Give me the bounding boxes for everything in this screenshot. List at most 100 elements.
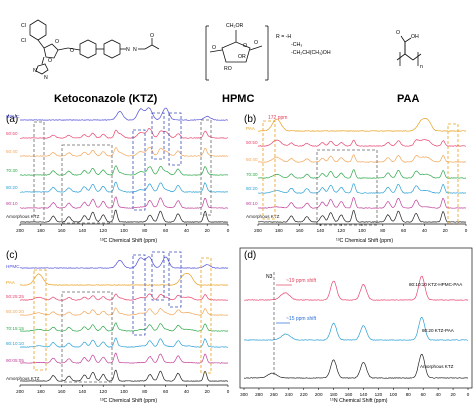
series-label: 50:50 bbox=[246, 140, 258, 145]
kt-atom: N bbox=[133, 47, 137, 53]
x-tick-label: 240 bbox=[285, 392, 293, 397]
series-label: 80:10:10 bbox=[6, 341, 24, 346]
panel-d-shift-19: ~19 ppm shift bbox=[286, 278, 317, 284]
panel-b-traces bbox=[257, 117, 467, 223]
panel-c-series-labels: HPMC PAA 50:25:25 60:20:20 70:15:15 80:1… bbox=[6, 264, 40, 381]
hpmc-atom: OR bbox=[238, 54, 246, 60]
hpmc-atom: CH₂OR bbox=[226, 23, 244, 29]
x-tick-label: 40 bbox=[422, 228, 428, 233]
spectrum-line bbox=[257, 117, 467, 132]
series-label: 80:10:10 KTZ-HPMC-PAA bbox=[409, 282, 463, 287]
kt-atom: O bbox=[48, 58, 52, 64]
x-tick-label: 20 bbox=[451, 392, 457, 397]
structure-ketoconazole-atoms: Cl Cl N N N O O O N O bbox=[21, 23, 154, 81]
spectrum-line bbox=[258, 210, 467, 223]
x-tick-label: 60 bbox=[163, 389, 169, 394]
spectrum-line bbox=[257, 197, 467, 209]
spectrum-line bbox=[258, 169, 467, 179]
hpmc-r-group: -CH₂CH(CH₃)OH bbox=[291, 50, 331, 56]
structure-hpmc-atoms: CH₂OR O OR RO O O R = -H -CH₃ -CH₂CH(CH₃… bbox=[212, 23, 331, 72]
x-tick-label: 120 bbox=[99, 228, 107, 233]
x-tick-label: 180 bbox=[37, 228, 45, 233]
spectrum-line bbox=[19, 293, 229, 301]
spectrum-line bbox=[257, 139, 466, 147]
x-tick-label: 220 bbox=[300, 392, 308, 397]
x-tick-label: 80 bbox=[142, 228, 148, 233]
x-tick-label: 300 bbox=[240, 392, 248, 397]
x-tick-label: 160 bbox=[345, 392, 353, 397]
series-label: 80:20 KTZ-PAA bbox=[422, 328, 455, 333]
spectrum-line bbox=[20, 337, 229, 348]
panel-b-boxes bbox=[262, 120, 459, 226]
series-label: PAA bbox=[246, 126, 256, 131]
kt-atom: N bbox=[44, 75, 48, 81]
panel-b-172ppm: 172 ppm bbox=[268, 115, 287, 121]
series-label: 70:15:15 bbox=[6, 326, 24, 331]
series-label: Amorphous KTZ bbox=[6, 376, 40, 381]
x-tick-label: 200 bbox=[16, 228, 24, 233]
x-tick-label: 80 bbox=[142, 389, 148, 394]
series-label: 70:30 bbox=[6, 168, 18, 173]
x-tick-label: 260 bbox=[270, 392, 278, 397]
panel-d-letter: (d) bbox=[244, 250, 256, 261]
spectrum-line bbox=[20, 128, 228, 139]
hpmc-atom: O bbox=[254, 40, 258, 46]
x-tick-label: 160 bbox=[58, 389, 66, 394]
hpmc-atom: RO bbox=[224, 66, 232, 72]
panel-b-series-labels: PAA 50:50 60:40 70:30 80:20 90:10 Amorph… bbox=[246, 126, 280, 219]
series-label: 90:05:05 bbox=[6, 358, 24, 363]
series-label: 50:25:25 bbox=[6, 294, 24, 299]
spectrum-line bbox=[19, 256, 229, 269]
panel-a-series-labels: HPMC 50:50 60:40 70:30 80:20 90:10 Amorp… bbox=[6, 114, 40, 219]
panel-d-frame bbox=[239, 247, 473, 389]
panel-a-boxes bbox=[33, 112, 212, 224]
hpmc-atom: O bbox=[212, 45, 216, 51]
hpmc-atom: O bbox=[243, 43, 247, 49]
compound-name-paa: PAA bbox=[397, 93, 419, 105]
x-tick-label: 40 bbox=[184, 228, 190, 233]
spectrum-line bbox=[19, 322, 229, 332]
structure-ketoconazole bbox=[29, 19, 160, 75]
hpmc-r-group: -CH₃ bbox=[291, 42, 302, 48]
structure-paa bbox=[396, 35, 422, 66]
x-tick-label: 0 bbox=[227, 389, 230, 394]
spectrum-line bbox=[257, 183, 467, 194]
x-tick-label: 280 bbox=[255, 392, 263, 397]
compound-name-ketoconazole: Ketoconazole (KTZ) bbox=[54, 93, 158, 105]
panel-d-ticks: 300 280 260 240 220 200 180 160 140 120 100 80 60 40 2… bbox=[240, 388, 470, 397]
spectrum-line bbox=[257, 154, 467, 163]
spectrum-line bbox=[244, 316, 469, 341]
series-label: HPMC bbox=[6, 114, 20, 119]
panel-c-boxes bbox=[33, 251, 212, 383]
spectrum-line bbox=[244, 275, 469, 301]
panel-d: (d) N3 ~19 ppm shift ~15 ppm shift 80:10… bbox=[239, 247, 473, 404]
panel-d-traces bbox=[243, 275, 469, 379]
spectrum-line bbox=[19, 273, 229, 286]
x-tick-label: 200 bbox=[315, 392, 323, 397]
x-tick-label: 0 bbox=[227, 228, 230, 233]
paa-atom: O bbox=[396, 30, 400, 36]
x-tick-label: 140 bbox=[79, 228, 87, 233]
series-label: 50:50 bbox=[6, 131, 18, 136]
spectrum-line bbox=[20, 209, 229, 223]
x-tick-label: 120 bbox=[375, 392, 383, 397]
paa-atom: n bbox=[420, 64, 423, 70]
x-tick-label: 20 bbox=[443, 228, 449, 233]
panel-a-letter: (a) bbox=[6, 114, 18, 125]
structure-paa-atoms: O OH n bbox=[396, 30, 423, 70]
spectrum-line bbox=[19, 369, 229, 382]
spectrum-line bbox=[19, 165, 229, 176]
x-tick-label: 100 bbox=[358, 228, 366, 233]
x-tick-label: 180 bbox=[37, 389, 45, 394]
paa-atom: OH bbox=[411, 34, 419, 40]
kt-atom: O bbox=[150, 33, 154, 39]
panel-c: (c) HPMC PAA 50:25:25 60:20:20 70:15:15 … bbox=[6, 250, 230, 404]
panel-a: (a) HPMC 50:50 60:40 70:30 80:20 90:10 A… bbox=[6, 107, 230, 244]
hpmc-r-group: R = -H bbox=[276, 34, 291, 40]
panel-b-x-title: ¹³C Chemical Shift (ppm) bbox=[336, 238, 393, 244]
spectrum-line bbox=[243, 353, 469, 379]
spectrum-line bbox=[19, 196, 229, 209]
x-tick-label: 160 bbox=[58, 228, 66, 233]
compound-name-hpmc: HPMC bbox=[222, 93, 254, 105]
x-tick-label: 60 bbox=[421, 392, 427, 397]
